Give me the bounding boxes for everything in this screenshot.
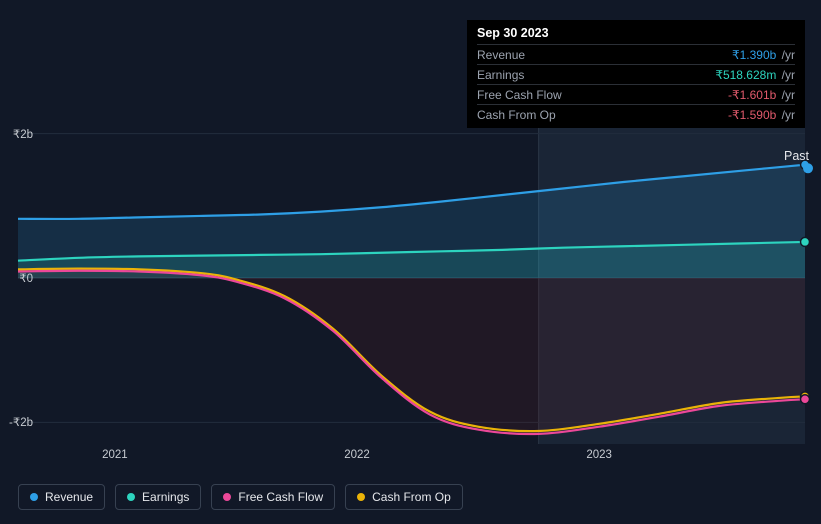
tooltip-row-value: ₹518.628m /yr bbox=[715, 68, 795, 82]
tooltip-row-label: Cash From Op bbox=[477, 108, 556, 122]
tooltip-row-value: -₹1.590b /yr bbox=[728, 108, 795, 122]
tooltip-row: Earnings ₹518.628m /yr bbox=[477, 64, 795, 84]
y-axis-label: ₹0 bbox=[0, 271, 33, 285]
past-label: Past bbox=[784, 149, 809, 163]
tooltip-row-value: -₹1.601b /yr bbox=[728, 88, 795, 102]
legend-label: Free Cash Flow bbox=[238, 490, 323, 504]
y-axis-label: -₹2b bbox=[0, 415, 33, 429]
legend-label: Earnings bbox=[142, 490, 189, 504]
tooltip-row-label: Free Cash Flow bbox=[477, 88, 562, 102]
x-axis-label: 2023 bbox=[586, 449, 612, 461]
legend-item[interactable]: Free Cash Flow bbox=[211, 484, 335, 510]
chart-tooltip: Sep 30 2023 Revenue ₹1.390b /yr Earnings ₹5… bbox=[467, 20, 805, 128]
legend-item[interactable]: Cash From Op bbox=[345, 484, 463, 510]
legend-dot-icon bbox=[223, 493, 231, 501]
legend-item[interactable]: Earnings bbox=[115, 484, 201, 510]
tooltip-date: Sep 30 2023 bbox=[477, 26, 795, 44]
tooltip-row-label: Earnings bbox=[477, 68, 524, 82]
x-axis-label: 2022 bbox=[344, 449, 370, 461]
tooltip-row-value: ₹1.390b /yr bbox=[732, 48, 795, 62]
legend-dot-icon bbox=[30, 493, 38, 501]
tooltip-row: Cash From Op -₹1.590b /yr bbox=[477, 104, 795, 124]
legend-dot-icon bbox=[357, 493, 365, 501]
legend-dot-icon bbox=[127, 493, 135, 501]
tooltip-row: Free Cash Flow -₹1.601b /yr bbox=[477, 84, 795, 104]
financial-chart: Past Sep 30 2023 Revenue ₹1.390b /yr Earni… bbox=[0, 0, 821, 524]
legend-label: Cash From Op bbox=[372, 490, 451, 504]
tooltip-row: Revenue ₹1.390b /yr bbox=[477, 44, 795, 64]
legend-label: Revenue bbox=[45, 490, 93, 504]
chart-legend: Revenue Earnings Free Cash Flow Cash From O… bbox=[18, 484, 463, 510]
x-axis-label: 2021 bbox=[102, 449, 128, 461]
tooltip-row-label: Revenue bbox=[477, 48, 525, 62]
y-axis-label: ₹2b bbox=[0, 127, 33, 141]
legend-item[interactable]: Revenue bbox=[18, 484, 105, 510]
